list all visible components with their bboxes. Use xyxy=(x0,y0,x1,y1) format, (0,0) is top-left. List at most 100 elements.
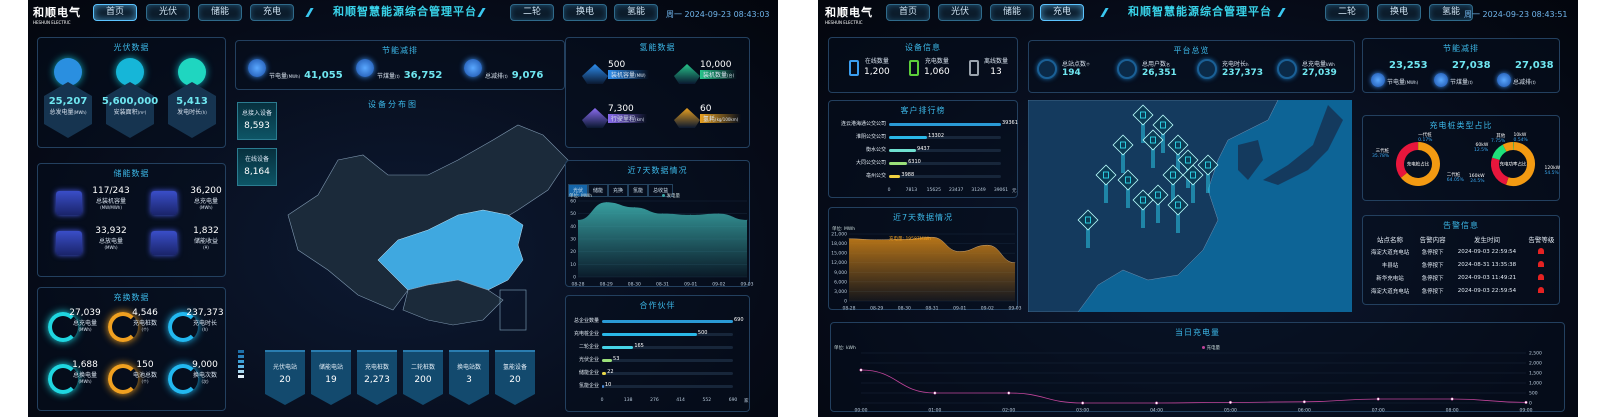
bar[interactable] xyxy=(889,136,928,139)
nav-home[interactable]: 首页 xyxy=(886,4,930,21)
stat-label-text: 装机容量 xyxy=(611,72,636,79)
charging-station-marker[interactable] xyxy=(1132,104,1154,126)
data-point[interactable] xyxy=(1376,397,1380,401)
donut-slice[interactable] xyxy=(1491,144,1507,161)
legend-marker xyxy=(1202,346,1205,349)
table-row[interactable]: 新华充电站 急停按下 2024-09-03 11:49:21 xyxy=(1365,271,1559,284)
week-tab[interactable]: 光伏 xyxy=(568,184,589,197)
table-row[interactable]: 海淀大道充电站 急停按下 2024-09-03 22:59:54 xyxy=(1365,284,1559,297)
nav-battery-swap[interactable]: 换电 xyxy=(1377,4,1421,21)
donut-slice[interactable] xyxy=(1396,142,1419,178)
stat-value: 4,546 xyxy=(132,308,158,318)
table-row[interactable]: 海淀大道充电站 急停按下 2024-09-03 22:59:54 xyxy=(1365,245,1559,258)
bar-track xyxy=(602,359,733,362)
charging-station-marker[interactable] xyxy=(1095,164,1117,186)
donut-slice[interactable] xyxy=(1400,142,1440,186)
stat-unit: (MWh) xyxy=(104,245,118,250)
bar[interactable] xyxy=(602,346,634,349)
week-tab[interactable]: 总收益 xyxy=(648,184,674,197)
nav-storage[interactable]: 储能 xyxy=(198,4,242,21)
charging-station-marker[interactable] xyxy=(1197,154,1219,176)
donut-slice[interactable] xyxy=(1506,142,1535,186)
bar[interactable] xyxy=(889,175,901,178)
nav-two-wheel[interactable]: 二轮 xyxy=(510,4,554,21)
bar[interactable] xyxy=(889,149,917,152)
china-map[interactable] xyxy=(278,120,578,340)
charging-station-marker[interactable] xyxy=(1167,194,1189,216)
charging-station-marker[interactable] xyxy=(1152,114,1174,136)
charging-station-marker[interactable] xyxy=(1167,134,1189,156)
charging-station-marker[interactable] xyxy=(1142,129,1164,151)
ring-icon xyxy=(48,364,78,394)
panel-title: 近7天数据情况 xyxy=(892,213,954,222)
stat-label-text: 氢耗 xyxy=(703,116,716,123)
charging-station-marker[interactable] xyxy=(1117,169,1139,191)
tile-label: 氢能设备 xyxy=(502,364,527,371)
charging-station-marker[interactable] xyxy=(1182,164,1204,186)
charging-station-marker[interactable] xyxy=(1132,189,1154,211)
card-label: 总接入设备 xyxy=(241,110,272,117)
data-point[interactable] xyxy=(1007,391,1011,395)
column-header: 站点名称 xyxy=(1377,235,1403,244)
data-point[interactable] xyxy=(1228,400,1232,404)
map-region-south[interactable] xyxy=(402,279,504,326)
bar[interactable] xyxy=(602,333,697,336)
nav-charging[interactable]: 充电 xyxy=(250,4,294,21)
y-tick-label: 50 xyxy=(570,211,576,217)
tile-label: 充电桩数 xyxy=(364,364,389,371)
nav-two-wheel[interactable]: 二轮 xyxy=(1325,4,1369,21)
nav-storage[interactable]: 储能 xyxy=(990,4,1034,21)
data-point[interactable] xyxy=(859,368,863,372)
week-tab[interactable]: 氢能 xyxy=(628,184,649,197)
data-point[interactable] xyxy=(933,391,937,395)
legend-entry: 发电量 xyxy=(667,192,681,199)
week-data-panel: 近7天数据情况 光伏 储能 充换 氢能 总收益 单位: MWh 发电量 0 10 20 30 40 5… xyxy=(565,160,754,288)
week-tab[interactable]: 充换 xyxy=(608,184,629,197)
charge-stat: 27,039 总充电量 (MWh) xyxy=(62,308,108,332)
nav-hydrogen[interactable]: 氢能 xyxy=(1429,4,1473,21)
nav-home[interactable]: 首页 xyxy=(93,4,137,21)
bar[interactable] xyxy=(602,320,733,323)
donut-slice[interactable] xyxy=(1491,157,1509,185)
table-row[interactable]: 丰县站 急停按下 2024-08-31 13:35:38 xyxy=(1365,258,1559,271)
logo: 和顺电气 HESHUN ELECTRIC xyxy=(825,4,873,25)
data-point[interactable] xyxy=(1524,400,1528,404)
pv-stat: 5,600,000 安装面积(m²) xyxy=(95,96,165,116)
data-point[interactable] xyxy=(1450,397,1454,401)
slice-percent: 24.5% xyxy=(1470,178,1485,184)
panel-title: 储能数据 xyxy=(113,169,150,178)
x-tick-label: 690 xyxy=(728,398,738,403)
week-tab[interactable]: 储能 xyxy=(588,184,609,197)
charge-week-chart[interactable]: 单位: MWh 0 3,000 6,000 9,000 12,000 15,000 18,00… xyxy=(829,222,1021,312)
bar[interactable] xyxy=(602,385,604,388)
hydrogen-stat: 60 氢耗(kg/100km) xyxy=(700,104,742,123)
bar[interactable] xyxy=(602,372,607,375)
bar[interactable] xyxy=(889,162,908,165)
charging-station-marker[interactable] xyxy=(1077,209,1099,231)
charging-station-map[interactable] xyxy=(1028,100,1352,312)
data-point[interactable] xyxy=(1081,401,1085,405)
device-stat: 离线数量 13 xyxy=(984,56,1008,77)
bar[interactable] xyxy=(602,359,613,362)
bar[interactable] xyxy=(889,123,1001,126)
pv-week-chart[interactable]: 单位: MWh 发电量 0 10 20 30 40 50 60 08-28 08-29 08-30 08… xyxy=(566,191,754,288)
nav-pv[interactable]: 光伏 xyxy=(146,4,190,21)
nav-battery-swap[interactable]: 换电 xyxy=(563,4,607,21)
nav-pv[interactable]: 光伏 xyxy=(938,4,982,21)
stat-label-text: 充电时长 xyxy=(1222,61,1247,68)
daily-charge-chart[interactable]: 单位: kWh 充电量 0 500 1,000 1,500 2,000 2,500 00:00 0… xyxy=(831,333,1566,414)
data-point[interactable] xyxy=(1302,400,1306,404)
nav-charging[interactable]: 充电 xyxy=(1040,4,1084,21)
charging-station-marker[interactable] xyxy=(1112,134,1134,156)
donut-slice[interactable] xyxy=(1502,142,1514,152)
stat-value: 1,832 xyxy=(193,226,219,236)
stat-value: 41,055 xyxy=(304,70,343,81)
stat-label-text: 节煤量 xyxy=(1450,79,1469,86)
stat-label: 充电时长 xyxy=(192,320,217,327)
page-title: 和顺智慧能源综合管理平台 xyxy=(333,5,477,18)
map-region-west[interactable] xyxy=(287,124,569,311)
charging-station-marker[interactable] xyxy=(1162,164,1184,186)
charge-stat: 4,546 充电桩数 (个) xyxy=(122,308,168,333)
data-point[interactable] xyxy=(1155,401,1159,405)
nav-hydrogen[interactable]: 氢能 xyxy=(614,4,658,21)
